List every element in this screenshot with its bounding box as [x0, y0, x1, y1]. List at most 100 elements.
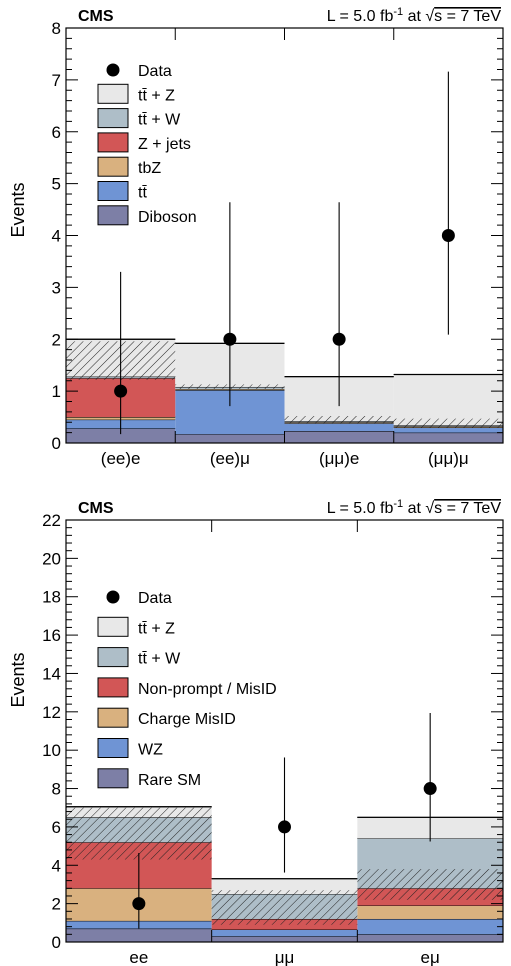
legend-swatch	[97, 768, 129, 789]
bar-segment	[357, 934, 503, 942]
sqrt-symbol: √	[425, 8, 434, 25]
y-tick-label: 0	[52, 434, 61, 453]
data-point	[423, 782, 437, 796]
y-tick-label: 4	[52, 856, 61, 875]
legend-swatch	[97, 83, 129, 104]
legend-swatch	[97, 707, 129, 728]
bar-segment	[357, 905, 503, 919]
y-tick-label: 8	[52, 780, 61, 799]
legend-label: tt̄	[138, 185, 147, 202]
lumi-prefix: L = 5.0 fb	[327, 500, 394, 517]
legend-label: Data	[138, 590, 172, 607]
y-tick-label: 16	[42, 626, 61, 645]
y-tick-label: 2	[52, 895, 61, 914]
legend-label: tt̄ + W	[138, 651, 181, 668]
top-panel: 0 1 2 3 4 5 6 7 8 (ee)e (ee)μ (μμ)e (μμ)μ Events CMS L …	[8, 6, 504, 468]
energy-suffix: s = 7 TeV	[434, 500, 501, 517]
energy-suffix: s = 7 TeV	[434, 8, 501, 25]
data-point	[114, 384, 128, 398]
y-tick-label: 1	[52, 382, 61, 401]
bar-segment	[393, 374, 503, 426]
legend-swatch	[97, 677, 129, 698]
legend-label: Data	[138, 63, 172, 80]
bar-segment	[393, 432, 503, 443]
data-point	[278, 820, 291, 834]
experiment-label: CMS	[78, 8, 114, 25]
legend-label: WZ	[138, 742, 163, 759]
legend-swatch	[97, 108, 129, 129]
plot-frame	[65, 519, 504, 943]
bar-segment	[175, 434, 285, 443]
legend-label: tbZ	[138, 160, 161, 177]
experiment-label: CMS	[78, 500, 114, 517]
legend-swatch	[97, 181, 129, 201]
uncertainty-band	[211, 890, 358, 925]
x-tick-label: (μμ)μ	[428, 449, 469, 468]
y-axis-title: Events	[8, 652, 28, 707]
data-point	[223, 332, 237, 346]
legend-marker-data	[106, 590, 120, 604]
legend-swatch	[97, 205, 129, 226]
legend-swatch	[97, 616, 129, 637]
energy-prefix: at	[403, 8, 425, 25]
legend-label: Rare SM	[138, 772, 201, 789]
lumi-exponent: -1	[393, 6, 403, 18]
y-tick-label: 10	[42, 741, 61, 760]
legend-marker-data	[106, 63, 120, 77]
bar-segment	[66, 928, 212, 942]
lumi-prefix: L = 5.0 fb	[327, 8, 394, 25]
legend-label: Z + jets	[138, 136, 191, 153]
y-tick-label: 6	[52, 123, 61, 142]
y-tick-label: 2	[52, 330, 61, 349]
bar-segment	[211, 936, 358, 942]
bottom-panel: 0 2 4 6 8 10 12 14 16 18 20 22 ee μμ eμ Events CMS L = 5.…	[8, 498, 504, 966]
y-tick-label: 18	[42, 588, 61, 607]
x-tick-label: μμ	[275, 948, 295, 966]
luminosity-label: L = 5.0 fb-1 at √s = 7 TeV	[327, 498, 502, 517]
y-tick-label: 6	[52, 818, 61, 837]
x-tick-label: ee	[129, 948, 148, 966]
lumi-exponent: -1	[393, 498, 403, 510]
luminosity-label: L = 5.0 fb-1 at √s = 7 TeV	[327, 6, 502, 25]
uncertainty-band	[393, 418, 503, 428]
bar-segment	[393, 427, 503, 433]
legend-label: tt̄ + Z	[138, 87, 175, 104]
bar-segment	[211, 929, 358, 937]
legend-label: Charge MisID	[138, 711, 236, 728]
legend-swatch	[97, 156, 129, 177]
x-tick-label: eμ	[421, 948, 440, 966]
y-tick-label: 8	[52, 19, 61, 38]
y-tick-label: 22	[42, 511, 61, 530]
uncertainty-band	[66, 807, 212, 860]
legend-swatch	[97, 647, 129, 668]
sqrt-symbol: √	[425, 500, 434, 517]
y-tick-label: 5	[52, 175, 61, 194]
legend-label: Diboson	[138, 209, 197, 226]
y-tick-label: 7	[52, 71, 61, 90]
y-tick-label: 3	[52, 278, 61, 297]
y-tick-label: 0	[52, 933, 61, 952]
data-point	[332, 332, 346, 346]
x-tick-label: (μμ)e	[319, 449, 359, 468]
legend-label: Non-prompt / MisID	[138, 681, 277, 698]
energy-prefix: at	[403, 500, 425, 517]
data-point	[441, 229, 455, 242]
data-point	[132, 897, 146, 911]
bar-segment	[284, 431, 394, 443]
x-tick-label: (ee)e	[101, 449, 141, 468]
legend-swatch	[97, 738, 129, 758]
legend-label: tt̄ + W	[138, 112, 181, 129]
uncertainty-band	[357, 869, 503, 900]
bar-segment	[357, 918, 503, 935]
legend-swatch	[97, 132, 129, 153]
y-tick-label: 4	[52, 227, 61, 246]
x-tick-label: (ee)μ	[210, 449, 250, 468]
uncertainty-band	[284, 416, 394, 424]
bar-segment	[284, 423, 394, 432]
y-tick-label: 20	[42, 549, 61, 568]
y-axis-title: Events	[8, 182, 28, 237]
legend-label: tt̄ + Z	[138, 620, 175, 637]
bar-segment	[66, 428, 176, 443]
y-tick-label: 14	[42, 664, 61, 683]
